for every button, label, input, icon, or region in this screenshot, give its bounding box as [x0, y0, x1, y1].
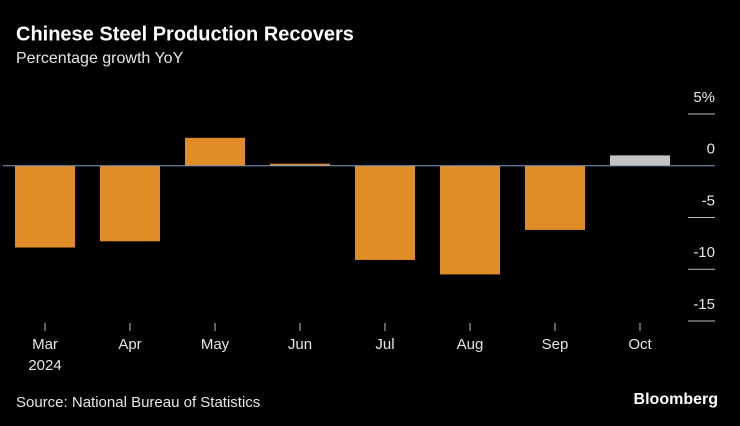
x-tick-label: Jun: [288, 336, 312, 353]
x-tick-label: Oct: [628, 336, 652, 353]
y-tick-label: -15: [693, 296, 715, 313]
x-tick-label: Mar: [32, 336, 58, 353]
x-tick-label: Apr: [118, 336, 141, 353]
bar: [185, 137, 245, 166]
brand: Bloomberg: [634, 391, 718, 408]
bar: [440, 165, 500, 275]
x-tick-label: Sep: [542, 336, 569, 353]
bar: [15, 165, 75, 248]
x-year-label: 2024: [28, 357, 61, 374]
bar: [610, 155, 670, 166]
x-tick-label: May: [201, 336, 230, 353]
bar: [525, 165, 585, 230]
y-tick-label: 0: [707, 141, 715, 158]
bar: [100, 165, 160, 242]
chart-title: Chinese Steel Production Recovers: [16, 23, 354, 45]
bar: [355, 165, 415, 260]
y-tick-label: -10: [693, 244, 715, 261]
chart-subtitle: Percentage growth YoY: [16, 50, 184, 67]
bar: [270, 163, 330, 166]
x-tick-label: Aug: [457, 336, 484, 353]
x-tick-label: Jul: [375, 336, 394, 353]
y-tick-label: -5: [702, 192, 715, 209]
y-tick-label: 5%: [693, 89, 715, 106]
source: Source: National Bureau of Statistics: [16, 394, 260, 411]
